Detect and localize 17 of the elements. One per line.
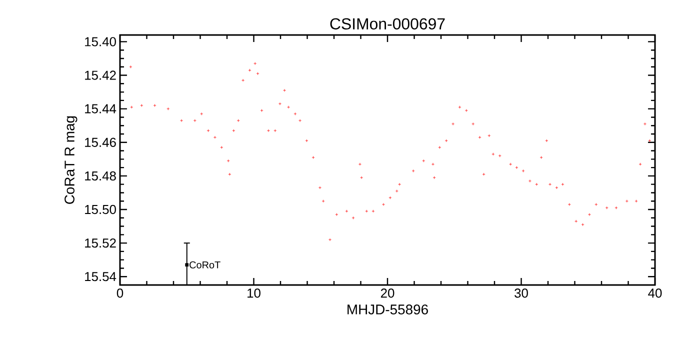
y-tick-label: 15.54 bbox=[85, 272, 116, 282]
y-tick-label: 15.46 bbox=[85, 138, 116, 147]
x-axis-title: MHJD-55896 bbox=[348, 304, 428, 314]
x-tick-label: 40 bbox=[648, 288, 662, 298]
chart-title: CSIMon-000697 bbox=[330, 18, 445, 30]
y-tick-label: 15.50 bbox=[85, 204, 116, 214]
x-tick-label: 10 bbox=[248, 288, 260, 298]
y-tick-label: 15.52 bbox=[85, 238, 116, 248]
x-tick-label: 0 bbox=[116, 288, 124, 298]
series-label: CoRoT bbox=[190, 261, 220, 268]
y-axis-title: CoRaT R mag bbox=[64, 116, 78, 204]
y-tick-label: 15.48 bbox=[85, 171, 116, 181]
x-tick-label: 30 bbox=[514, 288, 528, 298]
y-tick-label: 15.42 bbox=[85, 70, 116, 80]
x-tick-label: 20 bbox=[380, 288, 394, 298]
y-tick-label: 15.40 bbox=[85, 37, 116, 46]
y-tick-label: 15.44 bbox=[85, 104, 116, 114]
